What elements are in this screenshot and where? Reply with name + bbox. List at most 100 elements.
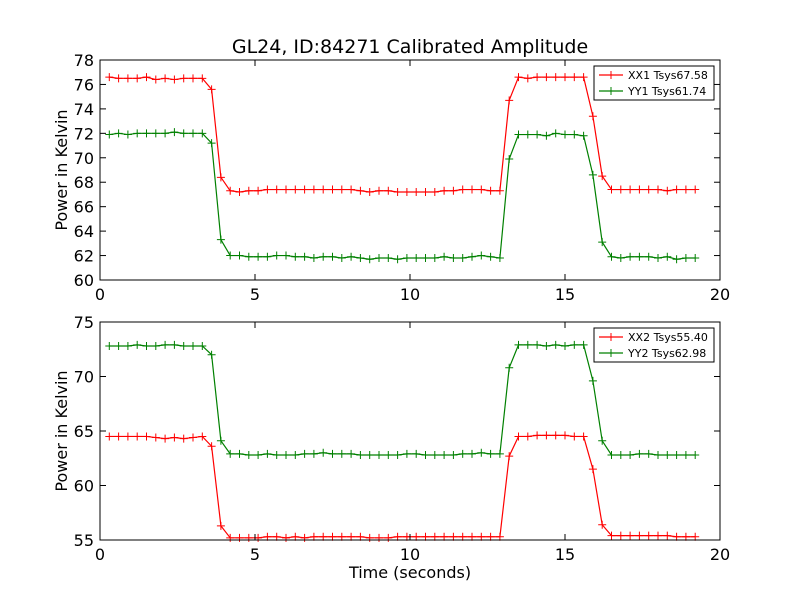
data-point: [449, 186, 458, 195]
data-point: [263, 449, 272, 458]
data-point: [681, 450, 690, 459]
data-point: [607, 185, 616, 194]
data-point: [235, 449, 244, 458]
data-point: [412, 254, 421, 262]
data-point: [570, 73, 579, 82]
data-point: [551, 340, 560, 349]
data-point: [486, 252, 495, 261]
data-point: [421, 254, 430, 262]
data-point: [170, 128, 179, 137]
data-point: [384, 533, 393, 542]
data-point: [477, 251, 486, 260]
data-point: [309, 185, 318, 194]
data-point: [375, 533, 383, 542]
data-point: [375, 186, 383, 195]
data-point: [533, 340, 542, 349]
data-point: [616, 450, 625, 459]
data-point: [616, 531, 625, 540]
data-point: [235, 188, 244, 196]
data-point: [616, 254, 625, 262]
data-point: [449, 450, 458, 459]
data-point: [579, 340, 588, 349]
legend: XX1 Tsys67.58 YY1 Tsys61.74: [593, 65, 715, 101]
data-point: [105, 73, 114, 82]
data-point: [579, 131, 588, 140]
data-point: [514, 73, 523, 82]
data-point: [458, 532, 467, 541]
data-point: [179, 341, 188, 350]
data-point: [105, 341, 114, 350]
x-tick-label: 5: [250, 285, 260, 304]
data-point: [142, 432, 151, 441]
data-point: [244, 533, 253, 542]
y-tick-label: 66: [74, 198, 94, 217]
data-point: [579, 432, 588, 441]
data-point: [328, 449, 337, 458]
data-point: [626, 185, 635, 194]
y-axis-label: Power in Kelvin: [52, 370, 71, 491]
data-point: [114, 129, 123, 138]
x-tick-label: 10: [400, 545, 420, 564]
data-point: [421, 532, 430, 541]
data-point: [151, 341, 160, 350]
data-point: [282, 450, 290, 459]
data-point: [384, 254, 393, 262]
data-point: [681, 185, 690, 194]
data-point: [412, 449, 421, 458]
data-point: [570, 340, 579, 349]
data-point: [207, 350, 216, 359]
legend-marker: [607, 87, 615, 95]
series-line: [109, 434, 696, 539]
data-point: [114, 74, 123, 83]
data-point: [495, 532, 504, 541]
data-point: [226, 449, 235, 458]
data-point: [468, 532, 476, 541]
data-point: [561, 73, 569, 82]
data-point: [291, 450, 300, 459]
data-point: [598, 238, 607, 247]
data-point: [468, 185, 476, 194]
y-tick-label: 70: [74, 368, 94, 387]
data-point: [133, 432, 142, 441]
data-point: [588, 465, 597, 474]
data-point: [300, 533, 309, 542]
data-point: [114, 341, 123, 350]
data-point: [319, 185, 328, 194]
data-point: [672, 255, 681, 264]
data-point: [151, 75, 160, 84]
data-point: [458, 449, 467, 458]
data-point: [244, 186, 253, 195]
data-point: [691, 450, 700, 459]
data-point: [365, 188, 374, 196]
x-tick-label: 15: [555, 285, 575, 304]
data-point: [644, 252, 653, 261]
data-point: [319, 252, 328, 261]
data-point: [468, 252, 476, 261]
data-point: [356, 254, 365, 262]
data-point: [412, 188, 421, 196]
data-point: [309, 449, 318, 458]
y-tick-label: 78: [74, 51, 94, 70]
data-point: [663, 186, 672, 195]
data-point: [449, 254, 458, 262]
data-point: [272, 185, 281, 194]
data-point: [440, 252, 449, 261]
y-tick-label: 62: [74, 247, 94, 266]
data-point: [570, 130, 579, 139]
data-point: [161, 129, 170, 138]
data-point: [347, 185, 356, 194]
data-point: [458, 254, 467, 262]
data-point: [282, 185, 290, 194]
data-point: [282, 251, 290, 260]
data-point: [421, 450, 430, 459]
data-point: [495, 254, 504, 262]
data-point: [626, 450, 635, 459]
y-tick-label: 60: [74, 477, 94, 496]
data-point: [133, 340, 142, 349]
data-point: [142, 73, 151, 82]
data-point: [207, 442, 216, 451]
series-line: [109, 344, 696, 456]
data-point: [402, 188, 411, 196]
data-point: [216, 235, 225, 244]
